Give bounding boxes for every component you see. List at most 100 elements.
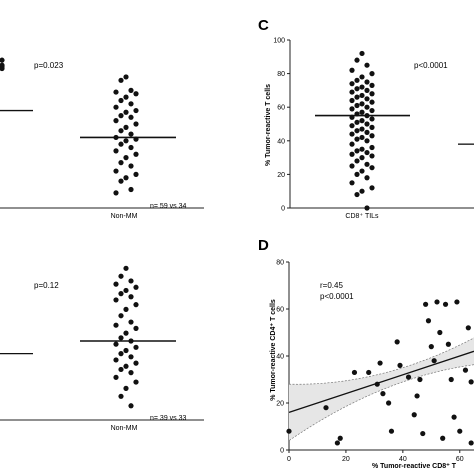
panel-d-ci-fill [289,337,474,441]
panel-a-point [133,121,139,127]
panel-c-ytick-label: 80 [277,71,285,78]
panel-d-ytick-label: 0 [280,448,284,455]
panel-a-point [128,186,134,193]
panel-d-point [351,369,358,376]
panel-c-point [359,84,365,90]
panel-a-point [128,114,134,120]
panel-c-point [354,86,360,92]
panel-d-point [374,381,380,387]
panel-a-point [0,65,5,72]
panel-a-point [113,118,119,124]
panel-c-point [359,74,365,80]
panel-b-point [113,281,119,287]
panel-c-point [354,158,360,164]
panel-b-point [118,393,124,399]
panel-a-point [128,101,134,107]
panel-c-point [354,128,360,134]
panel-d-points [286,299,474,446]
panel-c-point [369,116,375,122]
panel-b-point [128,294,134,300]
panel-d-point [423,301,429,307]
panel-a-point [118,77,124,83]
panel-c-point [354,57,360,63]
panel-a-point [113,104,119,110]
panel-c-points [315,50,474,211]
panel-b-point [133,379,139,385]
panel-a-point [123,138,129,144]
panel-c-point [359,92,365,99]
panel-b-point [113,322,119,328]
panel-c-point [369,124,375,130]
panel-b-point [133,325,139,331]
panel-c-point [364,96,370,102]
panel-b-points [0,265,176,409]
panel-c-point [354,94,360,100]
panel-c-point [364,62,370,68]
panel-d-point [386,400,392,406]
panel-d-point [337,435,343,441]
panel-b-point [113,341,119,347]
panel-d-point [448,376,454,383]
panel-d-xtick-label: 60 [456,456,464,463]
panel-a-point [133,91,139,97]
panel-d-ytick-label: 80 [276,260,284,267]
panel-b-point [128,278,134,284]
panel-d-point [442,301,449,307]
panel-c-point [349,163,355,169]
panel-d-point [431,358,437,364]
panel-b-point [128,354,134,360]
panel-c-point [359,50,365,57]
panel-b-category-label: Non-MM [111,425,138,432]
panel-b-pvalue: p=0.12 [34,281,59,290]
panel-a-points [0,57,176,196]
panel-c-point [364,129,370,135]
panel-c-point [369,71,375,77]
panel-b: p=0.12 Non-MM n= 39 vs 33 [0,265,204,432]
panel-d-point [405,374,412,380]
panel-a-point [128,87,134,93]
panel-a-point [128,131,134,137]
panel-b-point [128,370,134,376]
panel-a-point [118,178,124,184]
panel-b-point [133,284,139,290]
panel-c-point [359,109,365,115]
panel-d-r: r=0.45 [320,281,343,290]
panel-c-point [349,89,355,95]
panel-a-point [118,97,124,104]
panel-d-ytick-label: 40 [276,354,284,361]
panel-b-point [133,344,139,350]
panel-c-point [354,136,360,142]
panel-c-point [349,81,355,87]
panel-d-point [454,299,460,305]
panel-c-point [354,191,360,198]
panel-c-ytick-label: 20 [277,172,285,179]
panel-c-point [359,101,365,107]
panel-b-point [123,347,129,354]
panel-d-xlabel: % Tumor-reactive CD8⁺ T [372,463,457,470]
panel-a-point [128,163,134,169]
panel-c-point [349,97,355,104]
panel-d-point [414,393,420,399]
panel-c-point [369,91,375,97]
panel-d-point [451,414,457,420]
panel-c-point [349,123,355,129]
panel-d-point [366,369,372,376]
panel-c-point [369,82,375,88]
panel-d-point [440,435,446,441]
panel-c-point [364,79,370,85]
panel-a-point [123,74,129,80]
panel-b-point [123,306,129,312]
panel-c-point [359,118,365,124]
panel-c-ylabel: % Tumor-reactive T cells [265,84,272,166]
panel-d-point [380,391,386,397]
panel-b-point [118,313,124,319]
panel-d-xtick-label: 40 [399,456,407,463]
panel-b-point [123,265,129,271]
panel-d-point [434,299,440,305]
panel-c-ytick-label: 60 [277,105,285,112]
panel-d-point [437,329,443,336]
panel-b-point [118,351,124,357]
panel-c-point [364,175,370,181]
panel-d-point [445,341,451,347]
